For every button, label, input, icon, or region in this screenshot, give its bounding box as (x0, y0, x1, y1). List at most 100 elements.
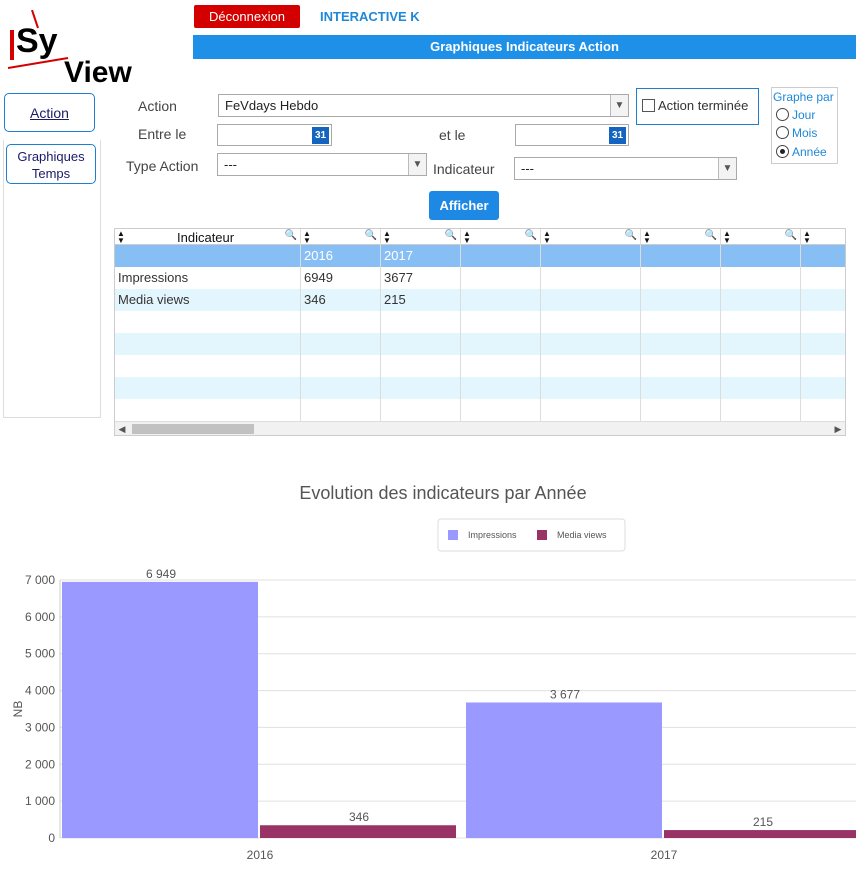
scroll-left-icon[interactable]: ◀ (118, 424, 126, 434)
indicator-grid: 2016 2017 Impressions 6949 3677 Media vi… (114, 228, 846, 436)
type-action-select-value: --- (224, 157, 237, 172)
data-label: 215 (753, 815, 773, 829)
row-indicator-name: Impressions (118, 270, 189, 285)
chevron-down-icon: ▼ (718, 158, 736, 179)
action-done-checkbox-group: Action terminée (636, 88, 759, 125)
end-date-input[interactable]: 31 (515, 124, 629, 146)
search-icon[interactable]: 🔍 (624, 230, 637, 241)
radio-mois[interactable]: Mois (776, 126, 817, 140)
graph-by-legend: Graphe par (773, 90, 834, 104)
sort-icon[interactable]: ▲ ▼ (463, 229, 471, 245)
chevron-down-icon: ▼ (408, 154, 426, 175)
legend-swatch (448, 530, 458, 540)
y-axis-label: NB (11, 701, 25, 718)
indicator-select[interactable]: --- ▼ (514, 157, 737, 180)
data-label: 346 (349, 810, 369, 824)
radio-selected-icon[interactable] (776, 145, 789, 158)
search-icon[interactable]: 🔍 (364, 230, 377, 241)
row-value-2016: 6949 (304, 270, 333, 285)
table-row (115, 333, 845, 355)
end-date-label: et le (439, 127, 466, 143)
nav-graph-time-button[interactable]: Graphiques Temps (6, 144, 96, 184)
grid-header[interactable]: ▲ ▼ 🔍 (721, 229, 801, 245)
grid-column (721, 229, 801, 421)
row-value-2016: 346 (304, 292, 326, 307)
search-icon[interactable]: 🔍 (784, 230, 797, 241)
nav-graph-label-line2: Temps (31, 166, 71, 181)
table-row (115, 355, 845, 377)
svg-text:Sy: Sy (16, 22, 58, 60)
y-tick-label: 7 000 (25, 573, 55, 587)
afficher-button[interactable]: Afficher (429, 191, 499, 220)
row-indicator-name: Media views (118, 292, 190, 307)
x-tick-label: 2017 (651, 848, 678, 862)
nav-action-button[interactable]: Action (4, 93, 95, 132)
sort-icon[interactable]: ▲ ▼ (543, 229, 551, 245)
indicator-select-value: --- (521, 161, 534, 176)
grid-header[interactable]: ▲ ▼ 🔍 (541, 229, 641, 245)
grid-header-label: Indicateur (177, 230, 235, 245)
grid-column-indicator (115, 229, 301, 421)
bar-media-views (664, 830, 856, 838)
row-value-2017: 215 (384, 292, 406, 307)
calendar-icon[interactable]: 31 (312, 127, 329, 144)
y-tick-label: 3 000 (25, 720, 55, 734)
grid-header[interactable]: ▲ ▼ 🔍 (381, 229, 461, 245)
radio-annee[interactable]: Année (776, 145, 827, 159)
chart-legend-box (437, 518, 626, 552)
bar-impressions (466, 702, 662, 838)
calendar-icon[interactable]: 31 (609, 127, 626, 144)
radio-icon[interactable] (776, 108, 789, 121)
table-row[interactable]: Media views 346 215 (115, 289, 845, 311)
start-date-input[interactable]: 31 (217, 124, 332, 146)
sort-icon[interactable]: ▲ ▼ (303, 229, 311, 245)
search-icon[interactable]: 🔍 (444, 230, 457, 241)
legend-swatch (537, 530, 547, 540)
y-tick-label: 1 000 (25, 794, 55, 808)
svg-text:View: View (64, 56, 132, 85)
indicator-label: Indicateur (433, 161, 495, 177)
scrollbar-thumb[interactable] (132, 424, 254, 434)
horizontal-scrollbar[interactable]: ◀ ▶ (115, 421, 845, 435)
app-name-link[interactable]: INTERACTIVE K (320, 9, 420, 24)
radio-jour[interactable]: Jour (776, 108, 815, 122)
grid-column (801, 229, 845, 421)
table-row[interactable]: 2016 2017 (115, 245, 845, 267)
grid-header[interactable]: ▲ ▼ 🔍 (641, 229, 721, 245)
action-done-checkbox[interactable] (642, 99, 655, 112)
search-icon[interactable]: 🔍 (284, 230, 297, 241)
legend-label: Media views (557, 530, 607, 540)
grid-header[interactable]: ▲ ▼ (801, 229, 845, 245)
grid-header[interactable]: ▲ ▼ 🔍 (301, 229, 381, 245)
action-select[interactable]: FeVdays Hebdo ▼ (218, 94, 629, 117)
type-action-select[interactable]: --- ▼ (217, 153, 427, 176)
sort-icon[interactable]: ▲ ▼ (723, 229, 731, 245)
grid-column (641, 229, 721, 421)
radio-icon[interactable] (776, 126, 789, 139)
type-action-label: Type Action (126, 158, 199, 174)
chevron-down-icon: ▼ (610, 95, 628, 116)
radio-annee-label[interactable]: Année (792, 145, 827, 159)
scroll-right-icon[interactable]: ▶ (834, 424, 842, 434)
x-tick-label: 2016 (247, 848, 274, 862)
table-row[interactable]: Impressions 6949 3677 (115, 267, 845, 289)
radio-jour-label[interactable]: Jour (792, 108, 816, 122)
search-icon[interactable]: 🔍 (704, 230, 717, 241)
radio-mois-label[interactable]: Mois (792, 126, 818, 140)
grid-header-indicator[interactable]: ▲ ▼ Indicateur 🔍 (115, 229, 301, 245)
action-done-label[interactable]: Action terminée (658, 98, 749, 113)
y-tick-label: 0 (48, 831, 55, 845)
logout-button[interactable]: Déconnexion (194, 5, 300, 28)
grid-column (301, 229, 381, 421)
grid-column (461, 229, 541, 421)
y-tick-label: 2 000 (25, 757, 55, 771)
sort-icon[interactable]: ▲ ▼ (803, 229, 811, 245)
sort-icon[interactable]: ▲ ▼ (117, 229, 125, 245)
grid-column (541, 229, 641, 421)
grid-header[interactable]: ▲ ▼ 🔍 (461, 229, 541, 245)
search-icon[interactable]: 🔍 (524, 230, 537, 241)
sort-icon[interactable]: ▲ ▼ (383, 229, 391, 245)
sort-icon[interactable]: ▲ ▼ (643, 229, 651, 245)
chart-title: Evolution des indicateurs par Année (299, 483, 586, 503)
legend-label: Impressions (468, 530, 517, 540)
